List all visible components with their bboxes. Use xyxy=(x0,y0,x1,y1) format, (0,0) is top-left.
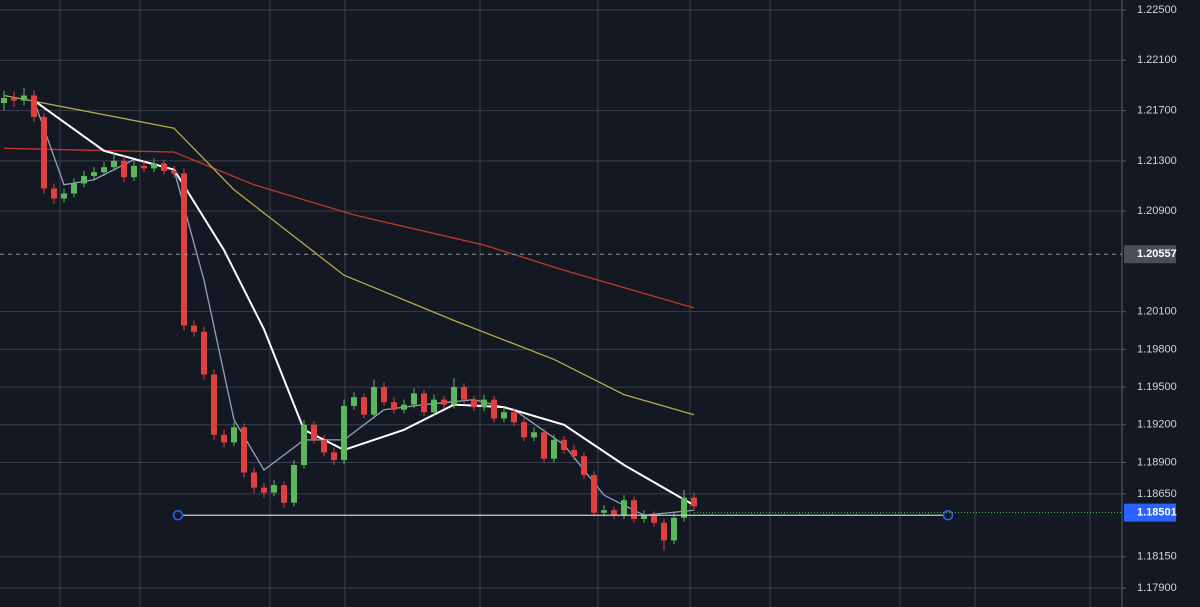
candle-body xyxy=(591,475,597,513)
last-price-label: 1.18501 xyxy=(1137,507,1177,519)
candle-body xyxy=(611,510,617,516)
candle-body xyxy=(601,510,607,513)
candle-body xyxy=(451,387,457,405)
candle-body xyxy=(131,165,137,178)
candle-body xyxy=(371,387,377,415)
candle-body xyxy=(11,98,17,101)
candle-body xyxy=(121,160,127,178)
candle-body xyxy=(541,432,547,459)
candle-body xyxy=(261,487,267,493)
y-tick-label: 1.22100 xyxy=(1137,54,1177,66)
y-tick-label: 1.17900 xyxy=(1137,582,1177,594)
candle-body xyxy=(301,424,307,465)
candle-body xyxy=(571,449,577,457)
candle-body xyxy=(461,387,467,400)
candle-body xyxy=(441,399,447,405)
price-marker-label: 1.20557 xyxy=(1137,248,1177,260)
candle-body xyxy=(161,163,167,171)
candle-body xyxy=(551,439,557,459)
candle-body xyxy=(561,439,567,450)
y-tick-label: 1.18150 xyxy=(1137,551,1177,563)
candle-body xyxy=(661,522,667,541)
candle-body xyxy=(281,485,287,503)
candle-body xyxy=(151,163,157,169)
candle-body xyxy=(581,456,587,476)
y-tick-label: 1.22500 xyxy=(1137,4,1177,16)
candle-body xyxy=(531,432,537,438)
candle-body xyxy=(521,422,527,438)
candle-body xyxy=(211,374,217,435)
candle-body xyxy=(391,402,397,410)
drawing-handle xyxy=(942,510,954,521)
candle-body xyxy=(341,405,347,460)
y-tick-label: 1.20900 xyxy=(1137,205,1177,217)
candle-body xyxy=(491,399,497,419)
moving-average-line xyxy=(33,100,695,516)
candle-body xyxy=(201,331,207,375)
candle-body xyxy=(61,193,67,199)
candle-body xyxy=(111,160,117,168)
candle-body xyxy=(631,500,637,520)
candle-body xyxy=(351,397,357,406)
y-tick-label: 1.19200 xyxy=(1137,419,1177,431)
candle-body xyxy=(331,452,337,460)
candle-body xyxy=(411,393,417,405)
y-tick-label: 1.21300 xyxy=(1137,155,1177,167)
candle-body xyxy=(1,98,7,104)
candle-body xyxy=(421,393,427,413)
candle-body xyxy=(181,173,187,326)
candle-body xyxy=(231,427,237,443)
moving-average-line xyxy=(3,94,695,416)
y-tick-label: 1.18650 xyxy=(1137,488,1177,500)
vertical-grid xyxy=(59,0,1091,607)
candle-body xyxy=(101,167,107,173)
y-tick-label: 1.19800 xyxy=(1137,343,1177,355)
candle-body xyxy=(361,397,367,415)
y-tick-label: 1.21700 xyxy=(1137,104,1177,116)
candle-body xyxy=(501,412,507,419)
candle-body xyxy=(291,464,297,503)
candle-body xyxy=(81,175,87,184)
candle-body xyxy=(481,399,487,408)
y-tick-label: 1.19500 xyxy=(1137,381,1177,393)
y-tick-label: 1.18900 xyxy=(1137,456,1177,468)
candle-body xyxy=(141,165,147,169)
candle-body xyxy=(471,399,477,408)
moving-average-line xyxy=(3,147,695,309)
candle-body xyxy=(91,172,97,176)
candle-body xyxy=(381,387,387,403)
candle-body xyxy=(681,497,687,518)
candle-body xyxy=(41,116,47,189)
candle-body xyxy=(431,399,437,413)
candle-body xyxy=(71,183,77,194)
candle-body xyxy=(651,515,657,523)
candle-body xyxy=(621,500,627,516)
candle-body xyxy=(511,412,517,423)
last-price-box xyxy=(1124,503,1176,522)
candle-body xyxy=(241,427,247,473)
y-tick-label: 1.20100 xyxy=(1137,306,1177,318)
candle-body xyxy=(171,170,177,174)
candle-body xyxy=(401,404,407,410)
candle-body xyxy=(51,188,57,199)
candle-body xyxy=(641,515,647,520)
candle-body xyxy=(671,517,677,541)
candle-body xyxy=(271,485,277,493)
candle-body xyxy=(311,424,317,440)
candle-body xyxy=(251,472,257,488)
candle-body xyxy=(31,95,37,117)
candle-body xyxy=(21,95,27,101)
price-marker-box xyxy=(1124,245,1176,264)
candle-body xyxy=(221,434,227,443)
candle-body xyxy=(321,439,327,453)
candle-body xyxy=(691,497,697,507)
candle-body xyxy=(191,325,197,332)
drawing-handle xyxy=(172,510,184,521)
